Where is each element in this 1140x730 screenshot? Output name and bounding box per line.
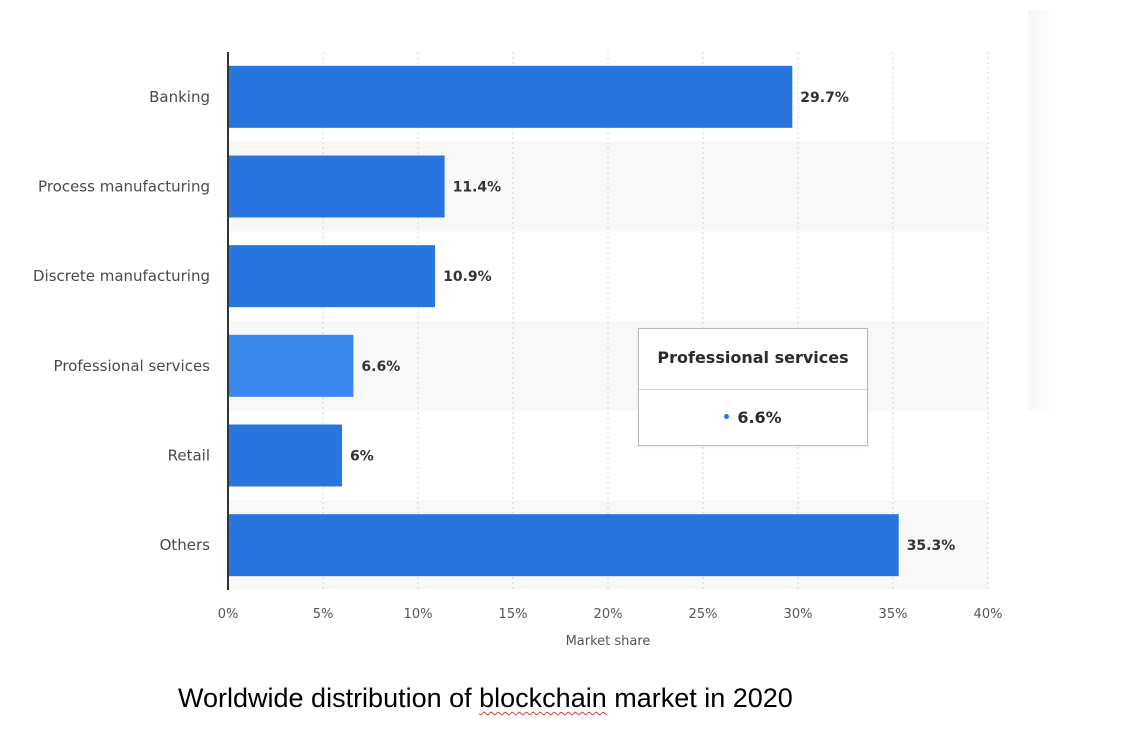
x-tick-label: 35% [879, 607, 908, 622]
category-label: Banking [149, 88, 210, 106]
tooltip-series-dot [724, 414, 730, 419]
x-tick-labels: 0% 5% 10% 15% 20% 25% 30% 35% 40% [218, 607, 1003, 622]
x-tick-label: 15% [499, 607, 528, 622]
bar[interactable] [228, 424, 342, 487]
category-label: Others [160, 536, 211, 554]
value-label: 6.6% [361, 359, 400, 375]
bar[interactable] [228, 334, 354, 397]
value-label: 6% [350, 449, 374, 465]
caption-underlined-word: blockchain [479, 683, 607, 713]
value-label: 35.3% [907, 538, 956, 554]
category-label: Process manufacturing [38, 178, 210, 196]
bar[interactable] [228, 245, 436, 308]
caption-end: market in 2020 [606, 683, 793, 713]
category-labels: Banking Process manufacturing Discrete man… [33, 88, 210, 554]
x-tick-label: 20% [594, 607, 623, 622]
tooltip-body: 6.6% [639, 390, 867, 446]
category-label: Professional services [54, 357, 211, 375]
x-tick-label: 10% [404, 607, 433, 622]
category-label: Retail [168, 447, 210, 465]
tooltip-title: Professional services [639, 329, 867, 390]
value-label: 10.9% [443, 269, 492, 285]
x-axis-title: Market share [566, 634, 651, 649]
bar[interactable] [228, 155, 445, 218]
bar[interactable] [228, 65, 793, 128]
bars [228, 65, 899, 577]
category-label: Discrete manufacturing [33, 267, 210, 285]
tooltip-value: 6.6% [737, 408, 782, 427]
x-tick-label: 0% [218, 607, 239, 622]
value-label: 29.7% [800, 90, 849, 106]
x-tick-label: 30% [784, 607, 813, 622]
x-tick-label: 5% [313, 607, 334, 622]
value-label: 11.4% [453, 180, 502, 196]
panel-edge-shade [1028, 10, 1058, 410]
value-labels: 29.7% 11.4% 10.9% 6.6% 6% 35.3% [350, 90, 955, 554]
x-tick-label: 25% [689, 607, 718, 622]
caption-start: Worldwide distribution of [178, 683, 480, 713]
tooltip: Professional services 6.6% [638, 328, 868, 446]
caption: Worldwide distribution of blockchain mar… [178, 683, 793, 714]
x-tick-label: 40% [974, 607, 1003, 622]
bar[interactable] [228, 514, 899, 577]
